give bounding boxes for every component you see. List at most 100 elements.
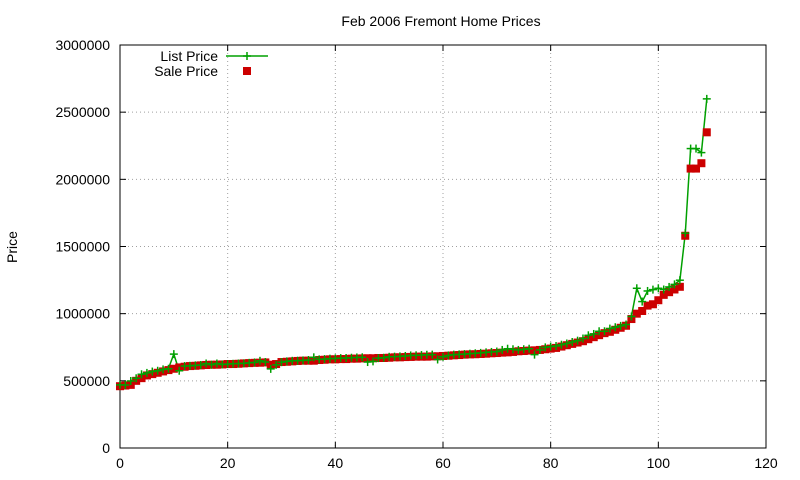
list-price-point bbox=[541, 343, 550, 352]
list-price-point bbox=[632, 284, 641, 293]
list-price-point bbox=[428, 350, 437, 359]
list-price-point bbox=[261, 358, 270, 367]
y-tick-label: 2000000 bbox=[55, 171, 110, 187]
list-price-point bbox=[568, 338, 577, 347]
list-price-point bbox=[643, 286, 652, 295]
list-price-point bbox=[142, 368, 151, 377]
y-tick-label: 500000 bbox=[63, 373, 110, 389]
list-price-point bbox=[255, 356, 264, 365]
x-tick-label: 20 bbox=[220, 455, 236, 471]
list-price-point bbox=[584, 331, 593, 340]
sale-price-point bbox=[643, 301, 652, 310]
legend: List Price Sale Price bbox=[154, 48, 268, 79]
list-price-point bbox=[148, 367, 157, 376]
list-price-point bbox=[552, 342, 561, 351]
list-price-point bbox=[277, 358, 286, 367]
list-price-point bbox=[605, 324, 614, 333]
series-layer bbox=[116, 94, 711, 391]
sale-price-point bbox=[686, 164, 695, 173]
sale-price-point bbox=[638, 306, 647, 315]
sale-price-point bbox=[632, 309, 641, 318]
legend-label-list-price: List Price bbox=[160, 48, 218, 64]
list-price-point bbox=[212, 359, 221, 368]
legend-swatch-sale-price bbox=[243, 67, 251, 75]
list-price-point bbox=[675, 276, 684, 285]
x-tick-label: 60 bbox=[435, 455, 451, 471]
x-tick-label: 80 bbox=[543, 455, 559, 471]
list-price-point bbox=[175, 366, 184, 375]
list-price-point bbox=[681, 229, 690, 238]
sale-price-point bbox=[702, 128, 711, 137]
list-price-point bbox=[126, 376, 135, 385]
x-tick-label: 40 bbox=[328, 455, 344, 471]
list-price-point bbox=[169, 350, 178, 359]
list-price-point bbox=[266, 364, 275, 373]
list-price-point bbox=[207, 360, 216, 369]
sale-price-point bbox=[692, 164, 701, 173]
list-price-point bbox=[670, 280, 679, 289]
list-price-point bbox=[250, 358, 259, 367]
list-price-point bbox=[202, 359, 211, 368]
sale-price-point bbox=[654, 296, 663, 305]
sale-price-point bbox=[266, 360, 275, 369]
sale-price-point bbox=[675, 282, 684, 291]
x-tick-label: 100 bbox=[647, 455, 671, 471]
list-price-point bbox=[648, 285, 657, 294]
list-price-point bbox=[535, 345, 544, 354]
list-price-point bbox=[439, 352, 447, 361]
list-price-point bbox=[444, 351, 453, 360]
list-price-point bbox=[697, 148, 706, 157]
list-price-point bbox=[498, 345, 507, 354]
list-price-point bbox=[132, 374, 141, 383]
x-tick-label: 0 bbox=[116, 455, 124, 471]
axis-ticks: 0 20 40 60 80 100 120 0 500000 1000000 1500000 2000… bbox=[55, 37, 777, 471]
sale-price-point bbox=[530, 346, 539, 355]
list-price-point bbox=[611, 323, 620, 332]
list-price-point bbox=[557, 340, 566, 349]
list-price-point bbox=[654, 284, 663, 293]
y-tick-label: 1500000 bbox=[55, 239, 110, 255]
list-price-point bbox=[702, 94, 711, 103]
sale-price-point bbox=[670, 285, 679, 294]
list-price-point bbox=[562, 339, 571, 348]
list-price-point bbox=[369, 357, 378, 366]
list-price-point bbox=[304, 356, 313, 365]
list-price-point bbox=[659, 285, 668, 294]
list-price-point bbox=[616, 321, 625, 330]
chart-title: Feb 2006 Fremont Home Prices bbox=[341, 13, 540, 29]
list-price-line bbox=[119, 98, 708, 386]
list-price-point bbox=[525, 344, 534, 353]
list-price-point bbox=[153, 366, 162, 375]
list-price-point bbox=[638, 297, 647, 306]
legend-label-sale-price: Sale Price bbox=[154, 63, 218, 79]
grid-lines bbox=[120, 45, 766, 448]
y-tick-label: 0 bbox=[102, 440, 110, 456]
list-price-point bbox=[164, 364, 173, 373]
sale-price-point bbox=[697, 159, 706, 168]
sale-price-point bbox=[665, 288, 674, 297]
list-price-point bbox=[379, 353, 388, 362]
list-price-point bbox=[358, 353, 367, 362]
list-price-point bbox=[627, 312, 636, 321]
list-price-point bbox=[196, 360, 205, 369]
list-price-point bbox=[692, 144, 701, 153]
list-price-point bbox=[665, 282, 674, 291]
list-price-point bbox=[573, 336, 582, 345]
legend-marker-list-price bbox=[243, 52, 251, 60]
y-axis-label: Price bbox=[4, 231, 20, 263]
y-tick-label: 3000000 bbox=[55, 37, 110, 53]
x-tick-label: 120 bbox=[754, 455, 778, 471]
list-price-point bbox=[121, 380, 130, 389]
sale-price-point bbox=[659, 290, 668, 299]
list-price-point bbox=[600, 327, 609, 336]
sale-price-point bbox=[169, 364, 178, 373]
list-price-point bbox=[530, 350, 539, 359]
list-price-point bbox=[622, 320, 631, 329]
list-price-point bbox=[492, 347, 501, 356]
y-tick-label: 1000000 bbox=[55, 306, 110, 322]
sale-price-point bbox=[648, 300, 657, 309]
list-price-point bbox=[272, 360, 281, 369]
list-price-point bbox=[578, 334, 587, 343]
list-price-point bbox=[309, 353, 318, 362]
